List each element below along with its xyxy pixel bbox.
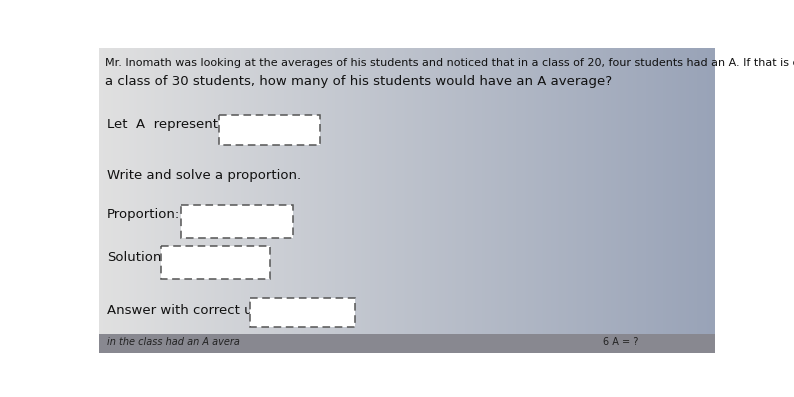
- Text: 6 A = ?: 6 A = ?: [603, 337, 638, 347]
- Text: a class of 30 students, how many of his students would have an A average?: a class of 30 students, how many of his …: [106, 75, 613, 89]
- Text: in the class had an A avera: in the class had an A avera: [107, 337, 240, 347]
- Text: Proportion:: Proportion:: [107, 208, 180, 221]
- Text: Write and solve a proportion.: Write and solve a proportion.: [107, 169, 301, 182]
- FancyBboxPatch shape: [180, 206, 293, 238]
- FancyBboxPatch shape: [161, 246, 270, 279]
- FancyBboxPatch shape: [99, 334, 715, 353]
- FancyBboxPatch shape: [219, 116, 320, 145]
- Text: Mr. Inomath was looking at the averages of his students and noticed that in a cl: Mr. Inomath was looking at the averages …: [106, 58, 794, 67]
- FancyBboxPatch shape: [250, 298, 355, 327]
- Text: Answer with correct units:: Answer with correct units:: [107, 304, 281, 317]
- Text: Solution:: Solution:: [107, 251, 166, 264]
- Text: Let  A  represent: Let A represent: [107, 118, 218, 131]
